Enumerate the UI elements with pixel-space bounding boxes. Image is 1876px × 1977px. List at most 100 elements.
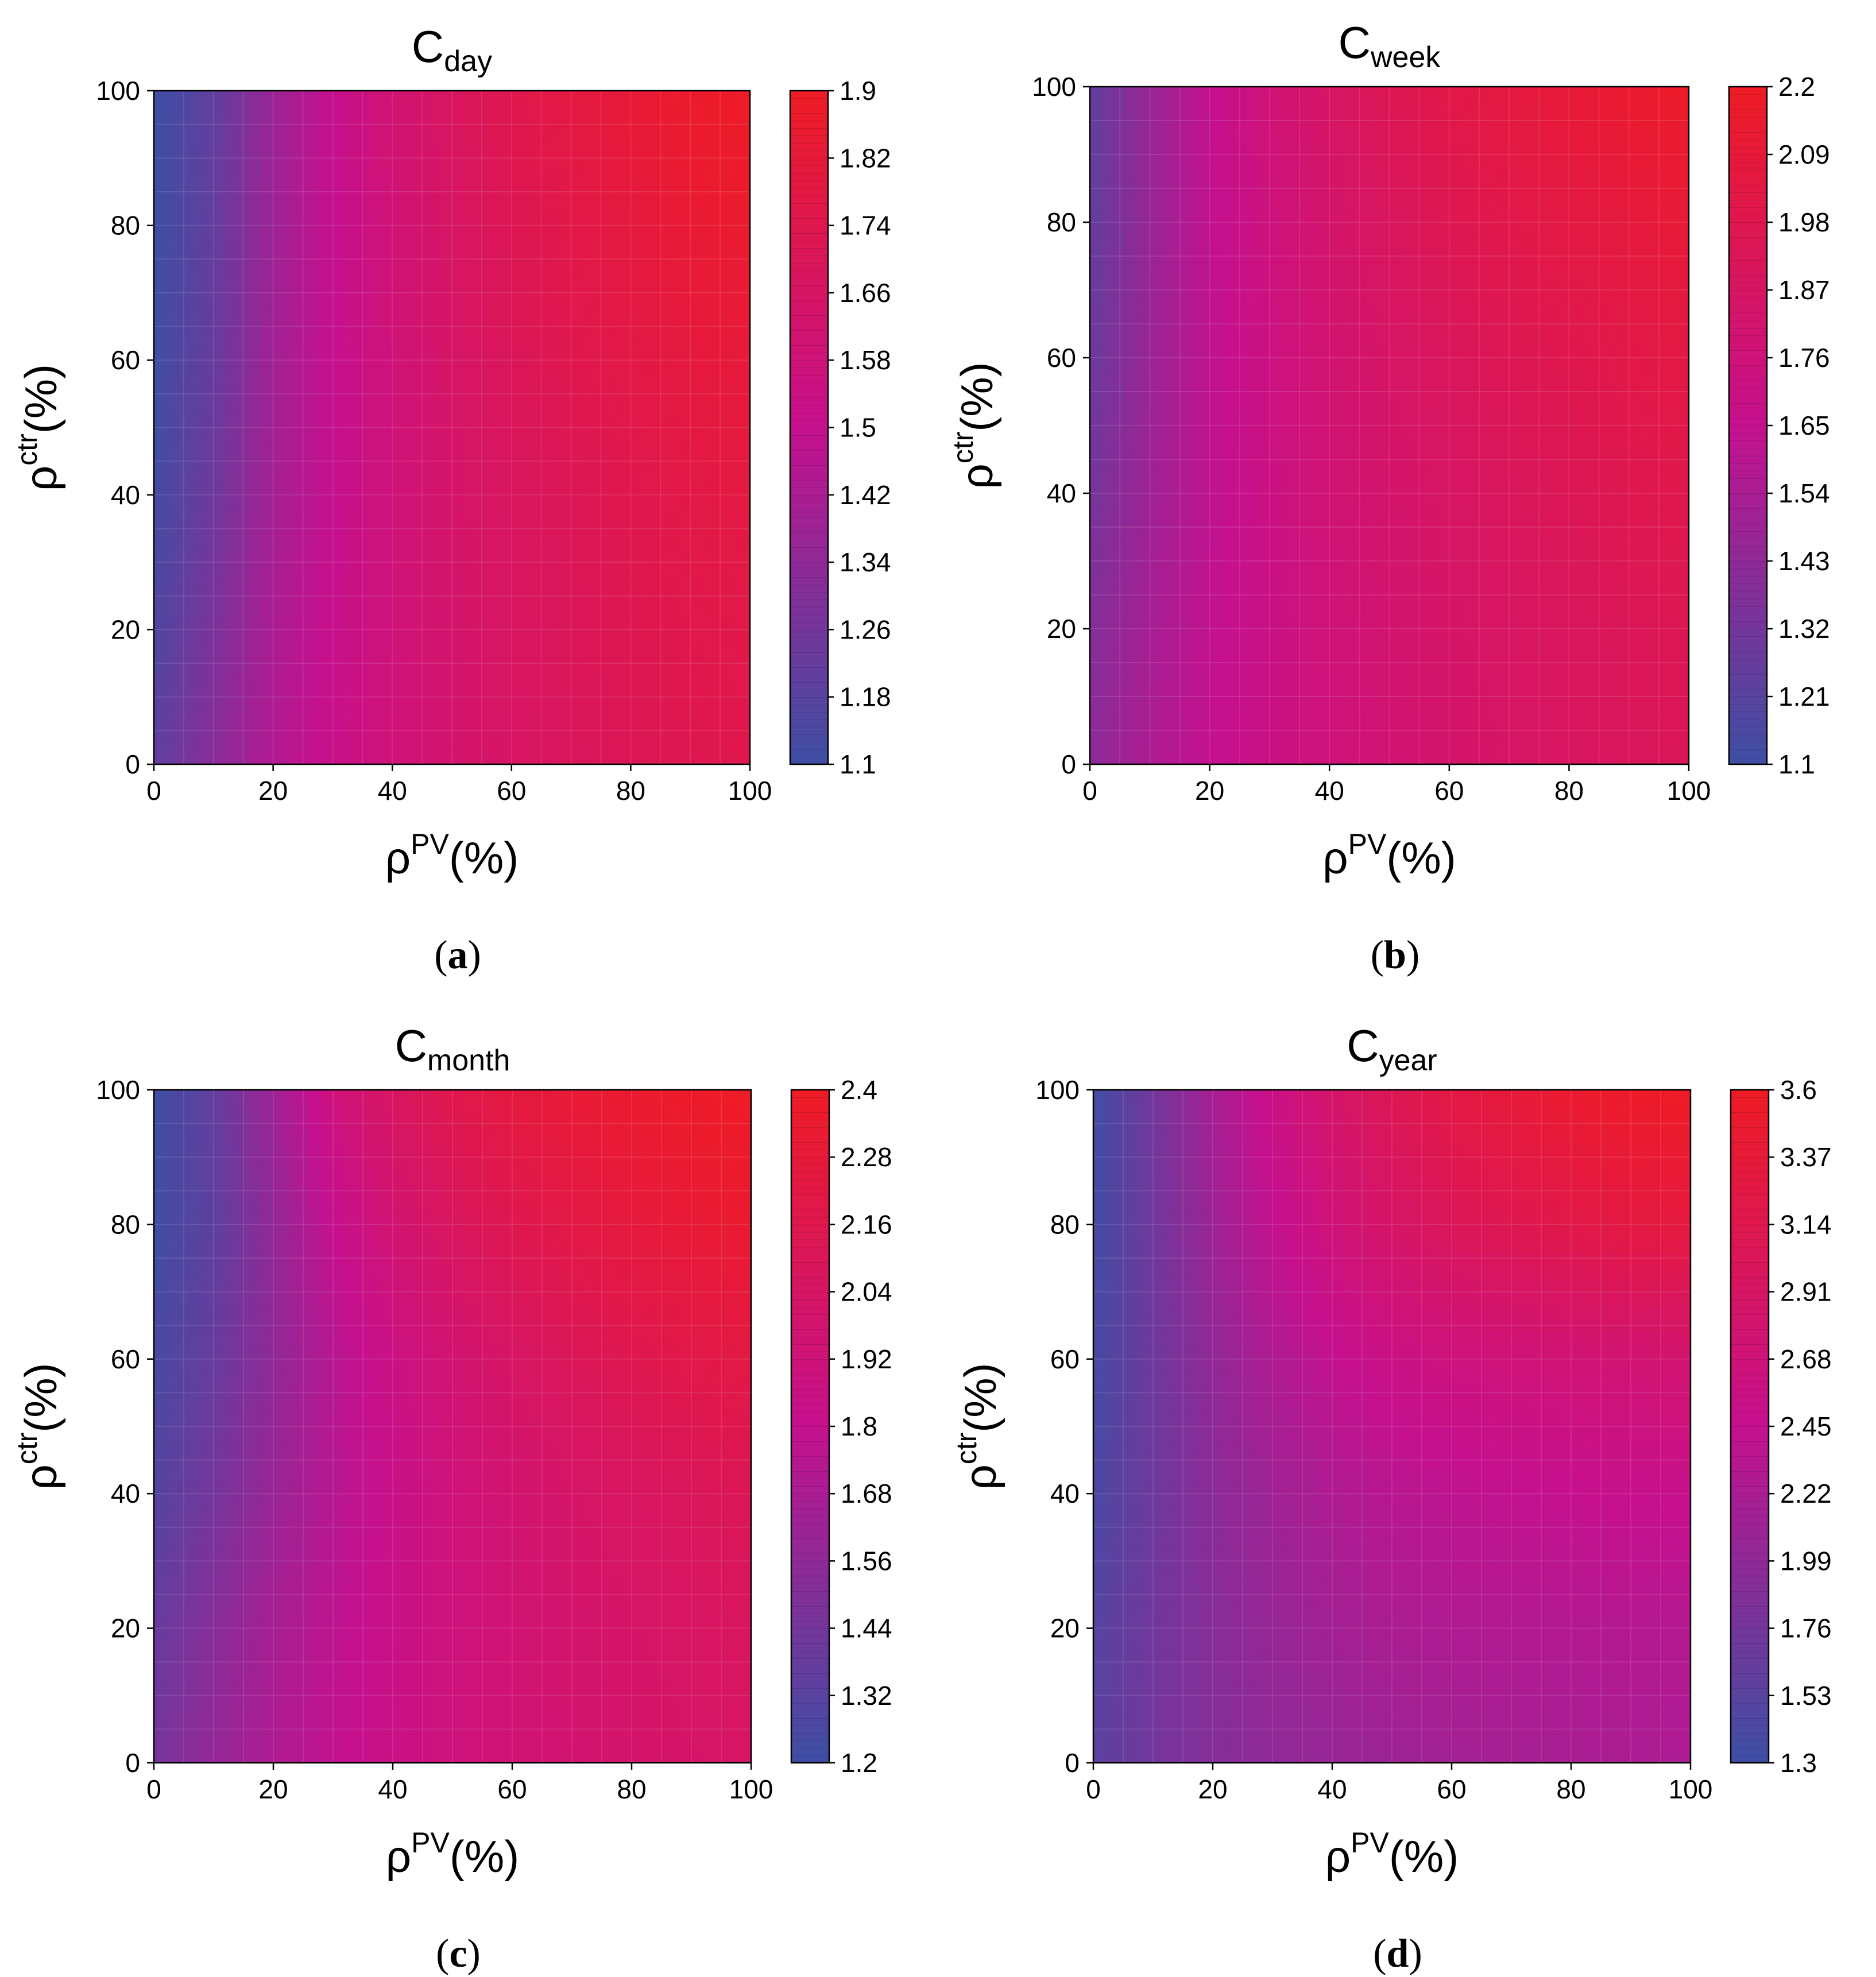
heatmap-cell [380,185,393,199]
heatmap-cell [392,535,405,550]
heatmap-cell [440,508,452,523]
heatmap-cell [690,212,703,226]
heatmap-cell [213,440,226,455]
heatmap-cell [1509,222,1522,237]
heatmap-cell [547,710,560,725]
heatmap-cell [225,292,238,307]
heatmap-cell [1425,371,1438,385]
heatmap-cell [1221,141,1234,155]
heatmap-cell [1497,629,1510,643]
heatmap-cell [1101,344,1115,358]
heatmap-cell [690,279,703,293]
heatmap-cell [1449,154,1462,169]
heatmap-cell [189,656,202,671]
heatmap-cell [1317,222,1330,237]
heatmap-cell [225,467,238,482]
heatmap-cell [463,306,477,320]
heatmap-cell [213,360,226,374]
heatmap-cell [392,239,405,253]
heatmap-cell [1305,601,1318,616]
heatmap-cell [165,292,179,307]
heatmap-cell [1461,683,1474,697]
heatmap-cell [1138,479,1150,494]
heatmap-cell [452,91,465,105]
heatmap-cell [1461,358,1474,372]
heatmap-cell [237,548,250,563]
heatmap-cell [297,616,310,630]
heatmap-cell [1425,208,1438,223]
heatmap-cell [666,171,679,185]
heatmap-cell [1258,683,1270,697]
heatmap-cell [500,602,512,617]
heatmap-cell [261,575,274,590]
heatmap-cell [368,265,381,280]
heatmap-cell [643,346,655,361]
heatmap-cell [523,494,536,509]
heatmap-cell [678,548,691,563]
heatmap-cell [452,670,465,684]
heatmap-cell [666,212,679,226]
heatmap-cell [1090,574,1103,589]
heatmap-cell [547,360,560,374]
heatmap-cell [416,279,429,293]
heatmap-cell [332,292,345,307]
heatmap-cell [261,333,274,347]
heatmap-cell [475,670,488,684]
heatmap-cell [1341,615,1354,629]
heatmap-cell [1521,669,1534,683]
heatmap-cell [1485,412,1498,426]
colorbar-step [790,338,828,346]
heatmap-cell [1090,222,1103,237]
heatmap-cell [1138,466,1150,480]
heatmap-cell [571,481,583,496]
colorbar-step [790,465,828,473]
heatmap-cell [1557,222,1569,237]
colorbar-step [790,247,828,256]
heatmap-cell [237,265,250,280]
heatmap-cell [1245,561,1258,575]
heatmap-cell [249,225,262,239]
heatmap-cell [249,670,262,684]
heatmap-cell [631,158,643,172]
heatmap-cell [1569,276,1581,291]
heatmap-cell [416,346,429,361]
heatmap-cell [500,535,512,550]
heatmap-cell [202,629,214,644]
heatmap-cell [1485,168,1498,182]
heatmap-cell [225,481,238,496]
heatmap-cell [356,239,369,253]
heatmap-cell [1604,330,1618,345]
heatmap-cell [428,589,440,603]
heatmap-cell [547,265,560,280]
heatmap-cell [1425,344,1438,358]
heatmap-cell [678,333,691,347]
heatmap-cell [1341,168,1354,182]
heatmap-cell [1509,425,1522,440]
heatmap-cell [618,535,631,550]
heatmap-cell [678,306,691,320]
heatmap-cell [225,710,238,725]
heatmap-cell [738,265,751,280]
heatmap-cell [356,292,369,307]
heatmap-cell [428,131,440,145]
heatmap-cell [1269,276,1282,291]
heatmap-cell [297,319,310,334]
heatmap-cell [547,670,560,684]
heatmap-cell [154,710,167,725]
heatmap-cell [666,562,679,577]
heatmap-cell [308,131,322,145]
heatmap-cell [165,535,179,550]
heatmap-cell [1281,222,1294,237]
heatmap-cell [1569,235,1581,250]
heatmap-cell [1125,344,1139,358]
heatmap-cell [332,306,345,320]
heatmap-cell [1437,358,1450,372]
heatmap-cell [154,494,167,509]
heatmap-cell [1101,547,1115,562]
heatmap-cell [1138,290,1150,304]
colorbar-step [790,91,828,99]
heatmap-cell [643,373,655,388]
heatmap-cell [225,602,238,617]
x-tick-label: 60 [497,776,526,806]
heatmap-cell [165,346,179,361]
